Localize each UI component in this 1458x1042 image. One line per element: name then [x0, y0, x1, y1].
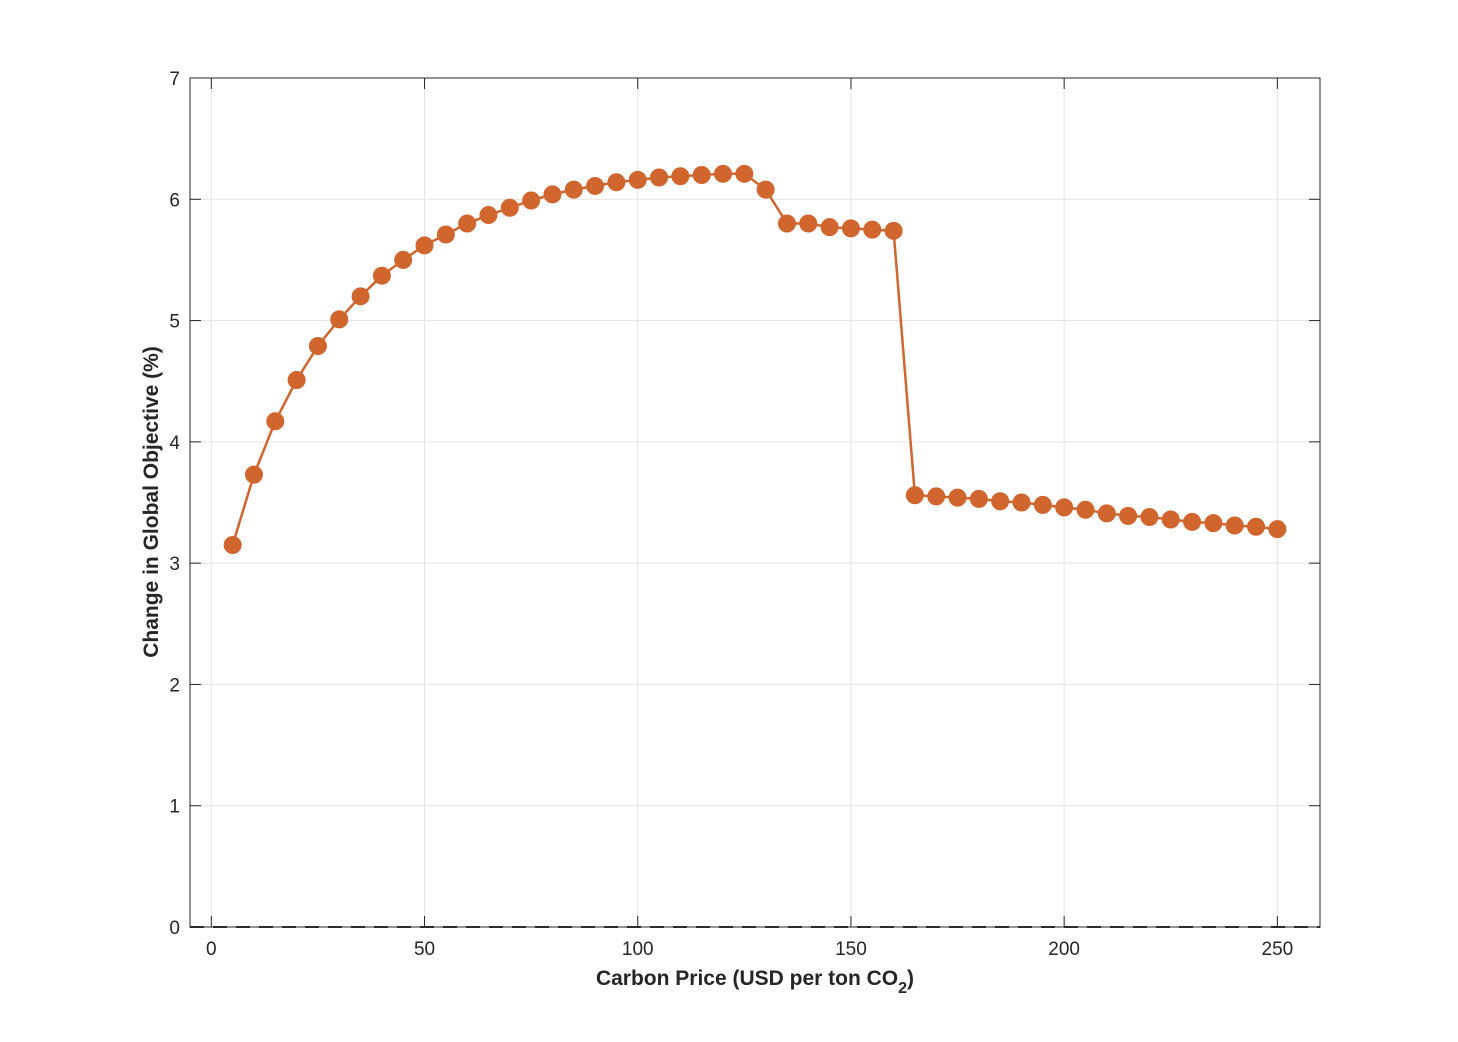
data-point — [586, 176, 605, 195]
data-point — [1204, 514, 1223, 533]
data-point — [543, 185, 562, 204]
data-point — [927, 487, 946, 506]
data-point — [863, 220, 882, 239]
data-point — [969, 489, 988, 508]
y-axis-title: Change in Global Objective (%) — [140, 346, 163, 658]
x-axis-title-subscript: 2 — [898, 980, 907, 997]
data-point — [1247, 517, 1266, 536]
x-tick-label: 250 — [1262, 939, 1294, 960]
data-point — [692, 166, 711, 185]
data-point — [777, 214, 796, 233]
data-point — [841, 219, 860, 238]
data-point — [1225, 516, 1244, 535]
axis-ticks — [190, 77, 1320, 928]
data-point — [948, 488, 967, 507]
data-point — [1012, 493, 1031, 512]
data-point — [1097, 504, 1116, 523]
y-tick-label: 4 — [169, 433, 180, 454]
data-point — [436, 225, 455, 244]
data-point — [564, 180, 583, 199]
data-point — [308, 337, 327, 356]
data-point — [394, 250, 413, 269]
x-axis-title: Carbon Price (USD per ton CO2) — [596, 967, 914, 997]
data-point — [1119, 506, 1138, 525]
data-point — [671, 167, 690, 186]
data-point — [266, 412, 285, 431]
data-point — [820, 218, 839, 237]
data-point — [372, 266, 391, 285]
data-point — [650, 168, 669, 187]
data-point — [1140, 508, 1159, 527]
data-point — [500, 198, 519, 217]
y-tick-label: 3 — [169, 554, 180, 575]
data-series — [223, 164, 1287, 554]
y-tick-label: 6 — [169, 190, 180, 211]
data-point — [991, 492, 1010, 511]
data-point — [884, 221, 903, 240]
tick-labels: 0 50 100 150 200 250 0 1 2 3 4 5 6 7 — [169, 69, 1293, 960]
y-tick-label: 7 — [169, 69, 180, 90]
data-point — [223, 535, 242, 554]
y-tick-label: 0 — [169, 918, 180, 939]
data-point — [287, 371, 306, 390]
data-point — [1183, 512, 1202, 531]
data-point — [1161, 510, 1180, 529]
data-point — [799, 214, 818, 233]
plot-background — [190, 78, 1320, 927]
y-tick-label: 1 — [169, 797, 180, 818]
data-point — [415, 236, 434, 255]
data-point — [458, 214, 477, 233]
data-point — [905, 486, 924, 505]
data-point — [714, 164, 733, 183]
data-point — [756, 180, 775, 199]
data-point — [607, 173, 626, 192]
data-point — [1033, 495, 1052, 514]
x-tick-label: 150 — [835, 939, 867, 960]
data-point — [351, 287, 370, 306]
x-tick-label: 200 — [1048, 939, 1080, 960]
x-tick-label: 0 — [206, 939, 217, 960]
data-point — [330, 310, 349, 329]
data-point — [479, 206, 498, 225]
data-point — [244, 465, 263, 484]
data-point — [735, 164, 754, 183]
data-point — [1268, 520, 1287, 539]
y-tick-label: 5 — [169, 312, 180, 333]
x-tick-label: 100 — [622, 939, 654, 960]
data-point — [522, 191, 541, 210]
data-point — [628, 170, 647, 189]
y-tick-label: 2 — [169, 675, 180, 696]
plot-frame — [189, 77, 1321, 928]
data-point — [1055, 498, 1074, 517]
data-point — [1076, 500, 1095, 519]
x-tick-label: 50 — [414, 939, 435, 960]
